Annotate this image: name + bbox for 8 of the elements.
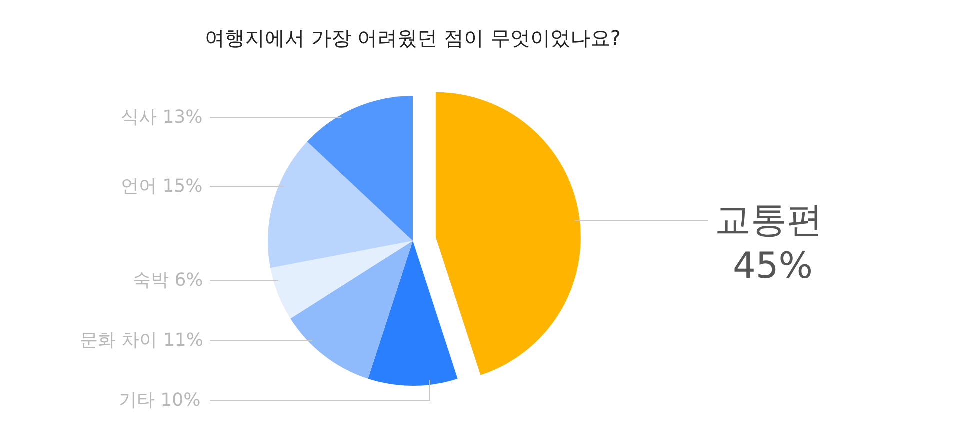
- chart-title: 여행지에서 가장 어려웠던 점이 무엇이었나요?: [204, 26, 622, 50]
- slice-label: 문화 차이 11%: [80, 330, 204, 351]
- slice-label: 언어 15%: [121, 176, 203, 197]
- slice-label: 기타 10%: [119, 390, 201, 411]
- slice-label: 교통편: [715, 200, 823, 241]
- slice-label: 숙박 6%: [133, 270, 204, 291]
- slice-label: 식사 13%: [121, 107, 203, 128]
- data-label: 45%: [733, 246, 814, 287]
